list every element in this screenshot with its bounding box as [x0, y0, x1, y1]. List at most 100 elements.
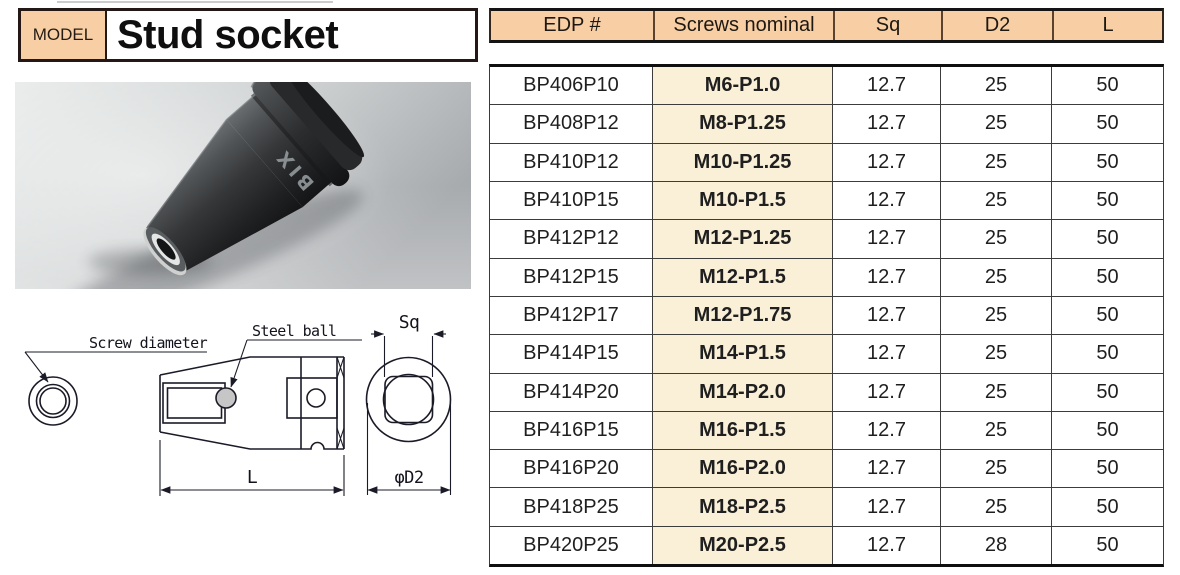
- screw-diameter-label: Screw diameter: [89, 334, 208, 352]
- cell-sq: 12.7: [832, 335, 940, 373]
- cell-l: 50: [1051, 220, 1163, 258]
- cell-edp: BP412P15: [523, 265, 619, 288]
- table-row: BP408P12 M8-P1.25 12.7 25 50: [490, 104, 1163, 143]
- table-row: BP412P15 M12-P1.5 12.7 25 50: [490, 257, 1163, 296]
- cell-nominal: M10-P1.25: [652, 143, 832, 181]
- cell-l: 50: [1051, 373, 1163, 411]
- cell-nominal: M12-P1.25: [652, 220, 832, 258]
- spec-table-header: EDP # Screws nominal Sq D2 L: [489, 8, 1164, 43]
- cell-d2: 28: [940, 526, 1051, 565]
- cell-edp: BP414P15: [523, 342, 619, 365]
- table-row: BP406P10 M6-P1.0 12.7 25 50: [490, 67, 1163, 105]
- cell-sq: 12.7: [832, 450, 940, 488]
- cell-sq: 12.7: [832, 526, 940, 565]
- cell-nominal: M16-P2.0: [652, 450, 832, 488]
- cell-l: 50: [1051, 335, 1163, 373]
- cell-edp: BP414P20: [523, 380, 619, 403]
- cell-nominal: M12-P1.75: [652, 296, 832, 335]
- cell-l: 50: [1051, 258, 1163, 296]
- cell-d2: 25: [940, 450, 1051, 488]
- cell-sq: 12.7: [832, 220, 940, 258]
- model-label: MODEL: [21, 11, 107, 59]
- cell-sq: 12.7: [832, 296, 940, 335]
- cell-nominal: M10-P1.5: [652, 181, 832, 220]
- cell-nominal: M18-P2.5: [652, 488, 832, 526]
- cell-edp: BP416P15: [523, 418, 619, 441]
- steel-ball-label: Steel ball: [252, 322, 336, 340]
- table-row: BP416P15 M16-P1.5 12.7 25 50: [490, 410, 1163, 450]
- cell-nominal: M14-P1.5: [652, 335, 832, 373]
- spec-table-body: BP406P10 M6-P1.0 12.7 25 50 BP408P12 M8-P1.25 1…: [489, 64, 1164, 567]
- cell-sq: 12.7: [832, 373, 940, 411]
- table-row: BP412P17 M12-P1.75 12.7 25 50: [490, 295, 1163, 335]
- cell-edp: BP406P10: [523, 74, 619, 97]
- cell-d2: 25: [940, 258, 1051, 296]
- cell-d2: 25: [940, 105, 1051, 143]
- cell-d2: 25: [940, 335, 1051, 373]
- table-row: BP420P25 M20-P2.5 12.7 28 50: [490, 525, 1163, 565]
- cell-l: 50: [1051, 181, 1163, 220]
- table-row: BP418P25 M18-P2.5 12.7 25 50: [490, 487, 1163, 526]
- cell-l: 50: [1051, 450, 1163, 488]
- page-title: Stud socket: [117, 12, 339, 57]
- page-edge-artifact: [57, 1, 333, 3]
- table-row: BP416P20 M16-P2.0 12.7 25 50: [490, 449, 1163, 488]
- cell-edp: BP420P25: [523, 533, 619, 556]
- socket-side-view: [159, 356, 345, 450]
- cell-edp: BP410P12: [523, 150, 619, 173]
- d2-dimension-label: φD2: [395, 468, 424, 488]
- product-photo: BIX: [15, 65, 471, 323]
- cell-d2: 25: [940, 67, 1051, 105]
- cell-d2: 25: [940, 488, 1051, 526]
- table-row: BP414P20 M14-P2.0 12.7 25 50: [490, 372, 1163, 411]
- column-header-l: L: [1052, 11, 1162, 40]
- cell-nominal: M20-P2.5: [652, 526, 832, 565]
- sq-dimension-label: Sq: [399, 312, 419, 333]
- cell-l: 50: [1051, 411, 1163, 450]
- screw-hole-view: [28, 376, 78, 426]
- table-row: BP412P12 M12-P1.25 12.7 25 50: [490, 219, 1163, 258]
- cell-sq: 12.7: [832, 67, 940, 105]
- cell-edp: BP418P25: [523, 495, 619, 518]
- socket-image: BIX: [15, 65, 471, 323]
- cell-nominal: M16-P1.5: [652, 411, 832, 450]
- model-box: MODEL Stud socket: [18, 8, 478, 62]
- cell-sq: 12.7: [832, 488, 940, 526]
- drive-end-view: [365, 356, 452, 443]
- cell-d2: 25: [940, 296, 1051, 335]
- cell-l: 50: [1051, 526, 1163, 565]
- cell-nominal: M6-P1.0: [652, 67, 832, 105]
- cell-d2: 25: [940, 143, 1051, 181]
- cell-nominal: M12-P1.5: [652, 258, 832, 296]
- cell-l: 50: [1051, 296, 1163, 335]
- cell-edp: BP408P12: [523, 112, 619, 135]
- dimension-diagram: Screw diameter Steel ball L Sq φD2: [24, 312, 452, 496]
- table-row: BP414P15 M14-P1.5 12.7 25 50: [490, 334, 1163, 373]
- cell-sq: 12.7: [832, 143, 940, 181]
- cell-sq: 12.7: [832, 258, 940, 296]
- steel-ball: [215, 387, 237, 409]
- cell-l: 50: [1051, 488, 1163, 526]
- cell-d2: 25: [940, 411, 1051, 450]
- cell-edp: BP412P17: [523, 304, 619, 327]
- cell-l: 50: [1051, 143, 1163, 181]
- cell-nominal: M8-P1.25: [652, 105, 832, 143]
- column-header-sq: Sq: [833, 11, 941, 40]
- cell-l: 50: [1051, 105, 1163, 143]
- column-header-d2: D2: [941, 11, 1052, 40]
- cell-edp: BP416P20: [523, 457, 619, 480]
- column-header-nominal: Screws nominal: [653, 11, 833, 40]
- cell-edp: BP412P12: [523, 227, 619, 250]
- cell-l: 50: [1051, 67, 1163, 105]
- cell-d2: 25: [940, 373, 1051, 411]
- table-row: BP410P15 M10-P1.5 12.7 25 50: [490, 180, 1163, 220]
- cell-sq: 12.7: [832, 181, 940, 220]
- length-dimension-label: L: [247, 467, 258, 488]
- cell-d2: 25: [940, 181, 1051, 220]
- cell-sq: 12.7: [832, 411, 940, 450]
- column-header-edp: EDP #: [543, 14, 601, 36]
- cell-nominal: M14-P2.0: [652, 373, 832, 411]
- cell-edp: BP410P15: [523, 189, 619, 212]
- cell-d2: 25: [940, 220, 1051, 258]
- cell-sq: 12.7: [832, 105, 940, 143]
